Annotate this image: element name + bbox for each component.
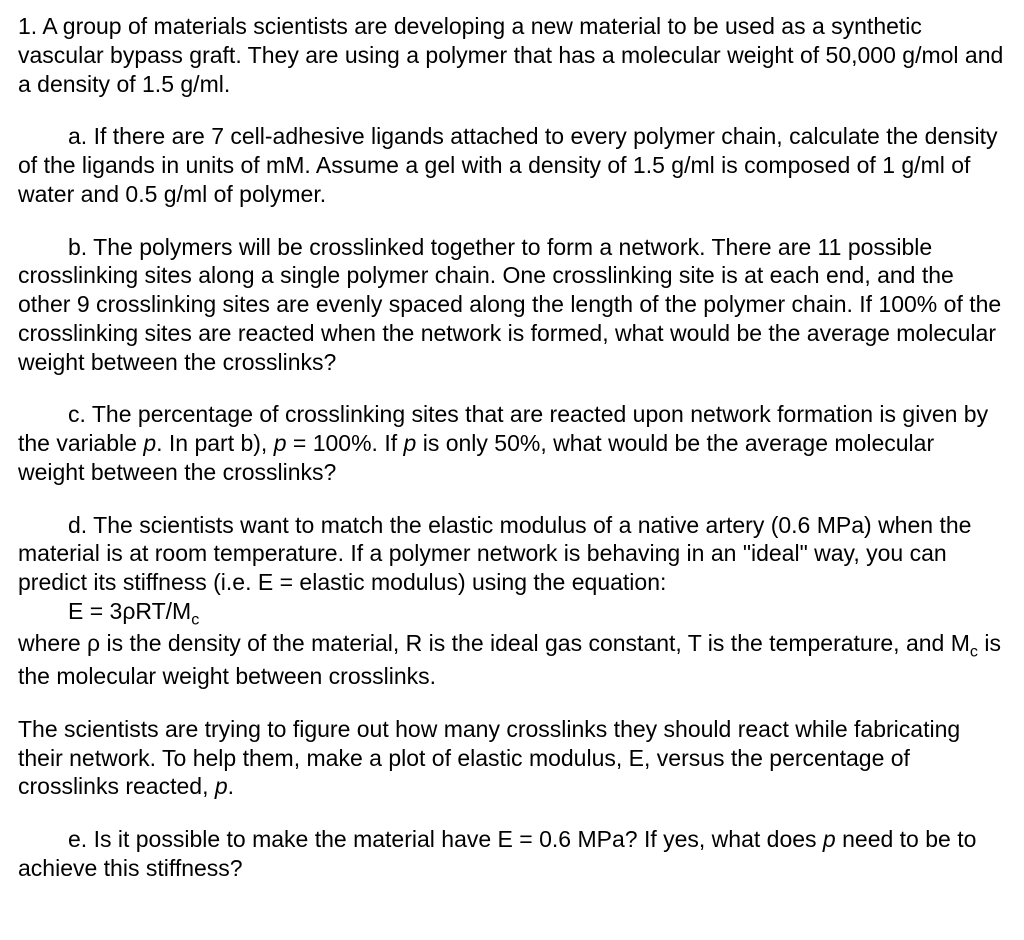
part-b: b. The polymers will be crosslinked toge…	[18, 233, 1006, 377]
question-number: 1.	[18, 13, 37, 39]
part-d-var-p: p	[215, 773, 228, 799]
question-intro-text: A group of materials scientists are deve…	[18, 13, 1003, 97]
part-b-label: b.	[68, 234, 87, 260]
part-c-var-p2: p	[274, 430, 287, 456]
part-c: c. The percentage of crosslinking sites …	[18, 400, 1006, 486]
part-d-text-2a: where ρ is the density of the material, …	[18, 630, 970, 656]
part-d-paragraph-2: The scientists are trying to figure out …	[18, 715, 1006, 801]
part-e-text-1: Is it possible to make the material have…	[94, 826, 823, 852]
part-a-text: If there are 7 cell-adhesive ligands att…	[18, 123, 997, 207]
part-b-text: The polymers will be crosslinked togethe…	[18, 234, 1001, 375]
part-d-text-1: The scientists want to match the elastic…	[18, 512, 971, 596]
equation-main: E = 3ρRT/M	[68, 598, 191, 624]
question-intro: 1. A group of materials scientists are d…	[18, 12, 1006, 98]
part-e-label: e.	[68, 826, 87, 852]
part-c-text-2: . In part b),	[156, 430, 274, 456]
part-d-equation: E = 3ρRT/Mc	[68, 597, 1006, 630]
part-c-label: c.	[68, 401, 86, 427]
part-d-text-3a: The scientists are trying to figure out …	[18, 716, 960, 800]
part-d: d. The scientists want to match the elas…	[18, 511, 1006, 691]
part-a: a. If there are 7 cell-adhesive ligands …	[18, 122, 1006, 208]
part-a-label: a.	[68, 123, 87, 149]
equation-subscript: c	[191, 610, 199, 628]
part-d-block-1: d. The scientists want to match the elas…	[18, 511, 1006, 597]
part-e: e. Is it possible to make the material h…	[18, 825, 1006, 883]
part-d-block-2: where ρ is the density of the material, …	[18, 629, 1006, 690]
part-d-label: d.	[68, 512, 87, 538]
part-c-var-p1: p	[143, 430, 156, 456]
part-c-var-p3: p	[404, 430, 417, 456]
part-c-text-3: = 100%. If	[287, 430, 404, 456]
part-d-text-3b: .	[228, 773, 234, 799]
part-e-var-p: p	[823, 826, 836, 852]
part-d-text-2-sub: c	[970, 643, 978, 661]
